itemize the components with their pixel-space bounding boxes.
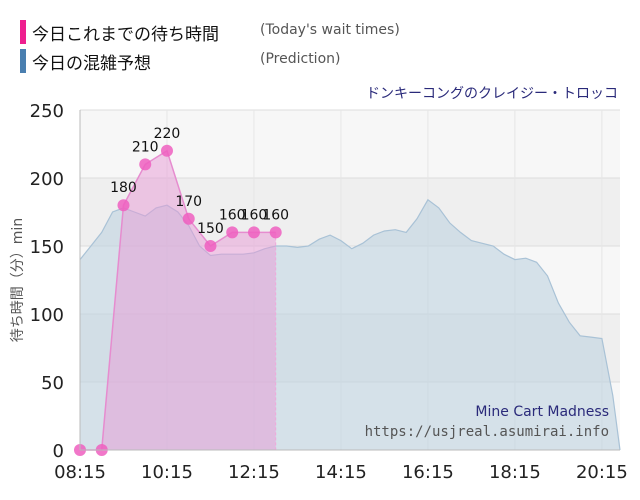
legend-actual-label: 今日これまでの待ち時間 (32, 24, 219, 45)
x-tick-label: 18:15 (489, 462, 541, 483)
x-tick-label: 12:15 (228, 462, 280, 483)
legend-actual: 今日これまでの待ち時間 (20, 19, 219, 45)
actual-point (247, 226, 260, 239)
site-url: https://usjreal.asumirai.info (365, 424, 609, 440)
legend-predicted-label: 今日の混雑予想 (32, 53, 151, 74)
actual-area (80, 150, 276, 451)
actual-point-label: 160 (241, 207, 268, 223)
actual-point-label: 170 (175, 194, 202, 210)
legend-predicted-swatch (20, 49, 26, 73)
actual-point (117, 199, 130, 212)
actual-point-label: 160 (219, 207, 246, 223)
x-tick-label: 14:15 (315, 462, 367, 483)
y-tick-label: 200 (30, 169, 64, 190)
axes: 0 50 100 150 200 250 08:15 10:15 12:15 14:15 16:15… (30, 101, 628, 483)
actual-point (269, 226, 282, 239)
actual-point-label: 160 (262, 207, 289, 223)
y-tick-label: 150 (30, 237, 64, 258)
actual-point (182, 212, 195, 225)
x-tick-label: 16:15 (402, 462, 454, 483)
actual-point-label: 210 (132, 139, 159, 155)
legend-actual-swatch (20, 20, 26, 44)
actual-point (139, 158, 152, 171)
x-tick-label: 08:15 (54, 462, 106, 483)
y-tick-label: 100 (30, 305, 64, 326)
ride-name-ja: ドンキーコングのクレイジー・トロッコ (366, 86, 618, 102)
actual-point (204, 240, 217, 252)
actual-line (80, 149, 276, 451)
y-axis-label: 待ち時間（分）min (10, 218, 26, 342)
legend-actual-sub: (Today's wait times) (260, 22, 400, 38)
actual-point (160, 144, 173, 157)
y-tick-label: 50 (41, 373, 64, 394)
ride-name-en: Mine Cart Madness (475, 404, 609, 420)
actual-point-label: 180 (110, 180, 137, 196)
y-tick-label: 250 (30, 101, 64, 122)
actual-point-label: 150 (197, 221, 224, 237)
x-tick-label: 10:15 (141, 462, 193, 483)
legend-predicted: 今日の混雑予想 (20, 48, 151, 74)
actual-point (226, 226, 239, 239)
y-tick-label: 0 (53, 441, 64, 462)
x-tick-label: 20:15 (576, 462, 628, 483)
legend-predicted-sub: (Prediction) (260, 51, 341, 67)
actual-point-label: 220 (154, 126, 181, 142)
